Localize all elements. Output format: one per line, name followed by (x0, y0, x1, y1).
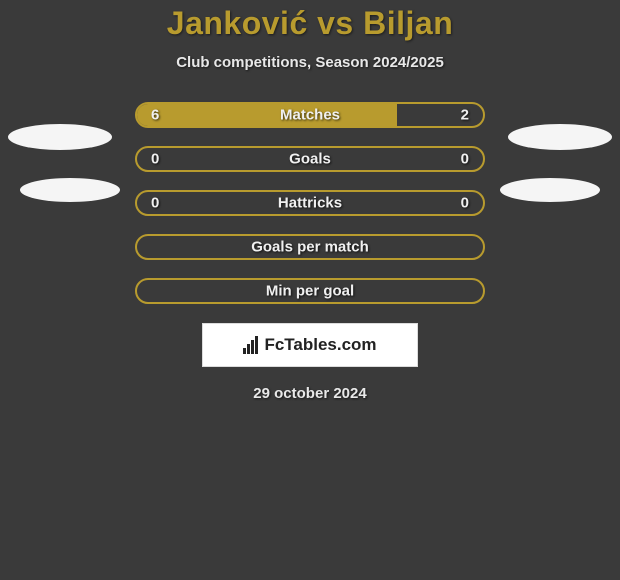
stat-bar: 6 Matches 2 (135, 102, 485, 128)
stat-bar: 0 Hattricks 0 (135, 190, 485, 216)
stat-row-goals: 0 Goals 0 (0, 145, 620, 173)
stat-row-hattricks: 0 Hattricks 0 (0, 189, 620, 217)
stat-label: Min per goal (266, 283, 354, 300)
stat-value-left: 0 (151, 195, 159, 212)
stat-bar: 0 Goals 0 (135, 146, 485, 172)
stat-row-min-per-goal: Min per goal (0, 277, 620, 305)
stat-bar: Min per goal (135, 278, 485, 304)
subtitle: Club competitions, Season 2024/2025 (176, 54, 444, 71)
vs-text: vs (308, 5, 363, 41)
stat-value-right: 0 (461, 195, 469, 212)
stat-label: Goals per match (251, 239, 369, 256)
brand-logo[interactable]: FcTables.com (202, 323, 418, 367)
stat-value-right: 0 (461, 151, 469, 168)
page-title: Janković vs Biljan (167, 5, 453, 42)
player2-name: Biljan (363, 5, 453, 41)
stat-value-right: 2 (461, 107, 469, 124)
stat-row-goals-per-match: Goals per match (0, 233, 620, 261)
player1-name: Janković (167, 5, 308, 41)
stat-bar: Goals per match (135, 234, 485, 260)
stat-label: Matches (280, 107, 340, 124)
stat-label: Hattricks (278, 195, 342, 212)
brand-text: FcTables.com (264, 335, 376, 355)
stat-value-left: 6 (151, 107, 159, 124)
stat-row-matches: 6 Matches 2 (0, 101, 620, 129)
stat-label: Goals (289, 151, 331, 168)
stat-value-left: 0 (151, 151, 159, 168)
chart-icon (243, 336, 258, 354)
comparison-widget: Janković vs Biljan Club competitions, Se… (0, 0, 620, 402)
date-text: 29 october 2024 (253, 385, 366, 402)
stat-bar-left (137, 104, 397, 126)
